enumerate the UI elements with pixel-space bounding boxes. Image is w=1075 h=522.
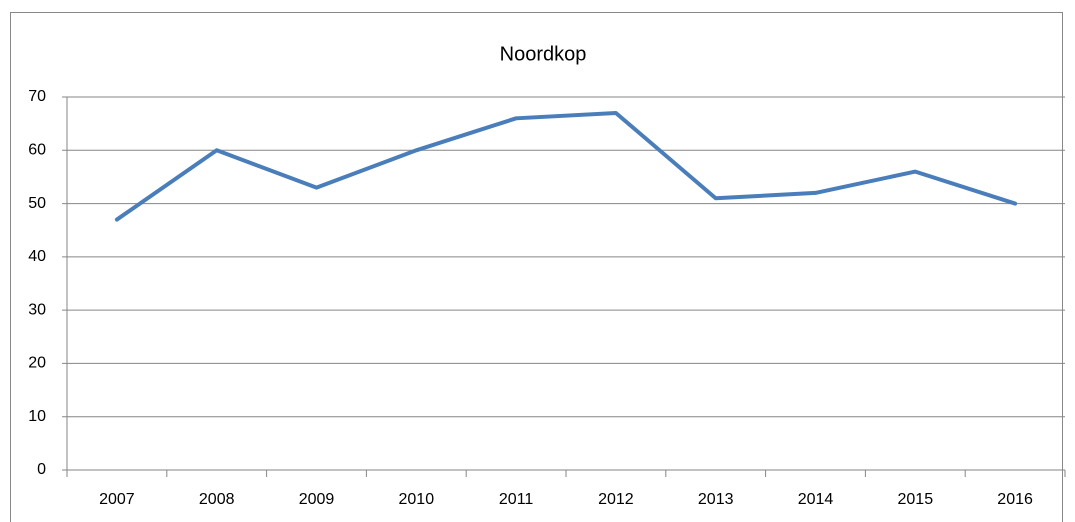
x-tick-label: 2010 bbox=[399, 491, 435, 508]
y-tick-label: 30 bbox=[28, 301, 46, 318]
chart-frame bbox=[10, 12, 1063, 522]
x-tick-label: 2009 bbox=[299, 491, 335, 508]
data-line bbox=[114, 110, 1018, 222]
x-tick-label: 2015 bbox=[898, 491, 934, 508]
x-tick-label: 2014 bbox=[798, 491, 834, 508]
x-tick-label: 2007 bbox=[99, 491, 135, 508]
y-tick-label: 0 bbox=[37, 461, 46, 478]
chart-title: Noordkop bbox=[500, 43, 587, 65]
x-tick-label: 2016 bbox=[997, 491, 1033, 508]
x-tick-label: 2013 bbox=[698, 491, 734, 508]
x-tick-label: 2011 bbox=[499, 491, 534, 508]
y-tick-label: 40 bbox=[28, 248, 46, 265]
y-tick-label: 20 bbox=[28, 355, 46, 372]
y-tick-label: 10 bbox=[28, 408, 46, 425]
x-tick-label: 2012 bbox=[598, 491, 634, 508]
y-tick-label: 50 bbox=[28, 195, 46, 212]
y-tick-label: 60 bbox=[28, 142, 46, 159]
y-tick-label: 70 bbox=[28, 88, 46, 105]
x-tick-label: 2008 bbox=[199, 491, 235, 508]
